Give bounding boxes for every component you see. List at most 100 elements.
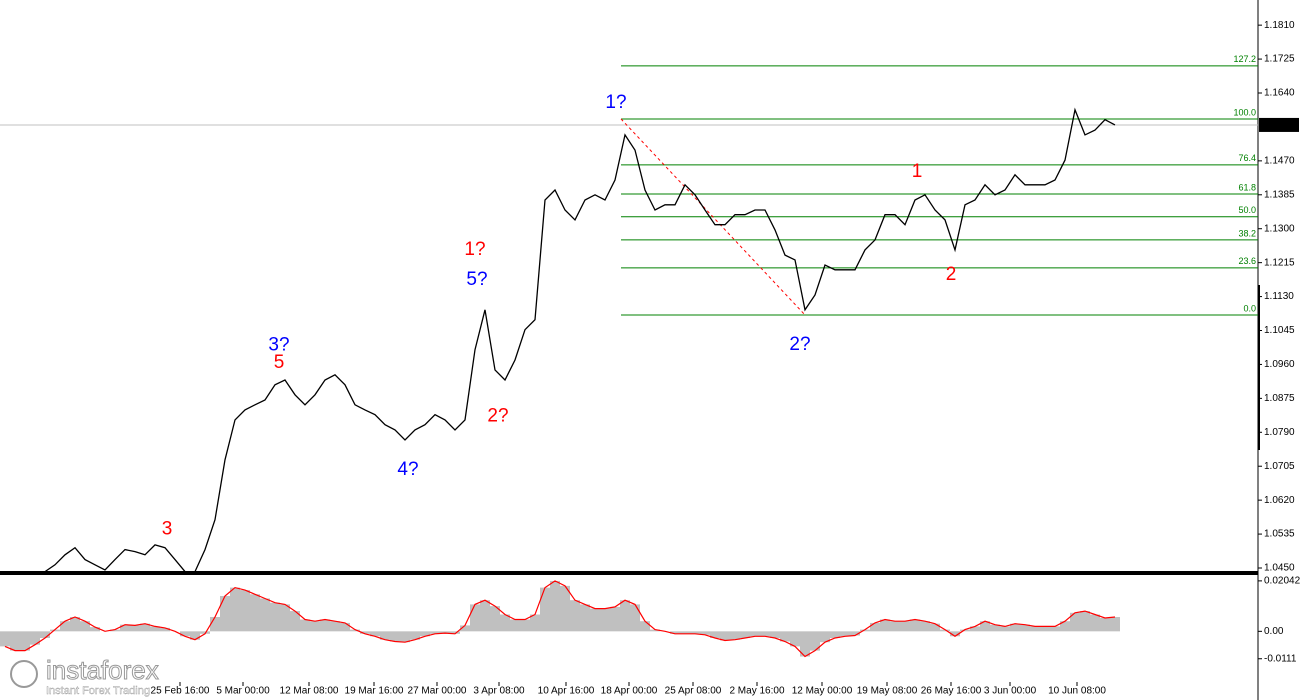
y-tick-label: 1.1300	[1264, 223, 1295, 234]
histogram-bar	[110, 629, 120, 632]
x-tick-label: 2 May 16:00	[729, 686, 784, 697]
histogram-bar	[220, 596, 230, 632]
histogram-bar	[800, 631, 810, 657]
watermark-tagline: Instant Forex Trading	[46, 685, 150, 697]
wave-label: 2?	[789, 334, 810, 355]
histogram-bar	[240, 590, 250, 632]
current-price-box	[1259, 117, 1299, 132]
histogram-bar	[60, 621, 70, 632]
histogram-bar	[1060, 621, 1070, 632]
histogram-bar	[560, 585, 570, 632]
histogram-bar	[900, 621, 910, 632]
histogram-bar	[20, 631, 30, 651]
histogram-bar	[980, 621, 990, 632]
histogram-bar	[50, 629, 60, 632]
histogram-bar	[160, 627, 170, 632]
wave-label: 2	[946, 264, 957, 285]
x-tick-label: 10 Apr 16:00	[538, 686, 595, 697]
histogram-bar	[310, 621, 320, 632]
histogram-bar	[930, 623, 940, 632]
histogram-bar	[1070, 612, 1080, 632]
histogram-bar	[150, 626, 160, 632]
wave-label: 5	[274, 352, 285, 373]
histogram-bar	[540, 587, 550, 632]
histogram-bar	[280, 604, 290, 632]
histogram-bar	[790, 631, 800, 647]
y-tick-label: 1.1045	[1264, 325, 1295, 336]
histogram-bar	[650, 629, 660, 632]
histogram-bar	[590, 608, 600, 632]
fib-label: 23.6	[1238, 256, 1256, 266]
histogram-bar	[530, 614, 540, 632]
histogram-bar	[350, 629, 360, 632]
fib-label: 61.8	[1238, 182, 1256, 192]
wave-label: 4?	[397, 459, 418, 480]
histogram-bar	[190, 631, 200, 640]
histogram-bar	[640, 621, 650, 632]
fib-label: 0.0	[1243, 303, 1256, 313]
fib-label: 100.0	[1233, 107, 1256, 117]
trendline	[620, 118, 806, 316]
histogram-bar	[860, 629, 870, 632]
y-tick-label: 1.1215	[1264, 257, 1295, 268]
histogram-bar	[940, 629, 950, 632]
wave-label: 1	[912, 161, 923, 182]
histogram-bar	[680, 631, 690, 634]
watermark-name: instaforex	[46, 655, 159, 685]
histogram-bar	[670, 631, 680, 634]
histogram-bar	[470, 604, 480, 632]
y-tick-label: 1.1470	[1264, 156, 1295, 167]
y-tick-label: 1.0620	[1264, 495, 1295, 506]
fib-label: 127.2	[1233, 54, 1256, 64]
histogram-bar	[870, 622, 880, 632]
histogram-bar	[620, 600, 630, 632]
histogram-bar	[500, 614, 510, 632]
histogram-bar	[1080, 611, 1090, 632]
histogram-bar	[230, 587, 240, 632]
histogram-bar	[370, 631, 380, 637]
histogram-bar	[120, 624, 130, 632]
histogram-bar	[830, 631, 840, 638]
fib-label: 76.4	[1238, 153, 1256, 163]
histogram-bar	[1050, 626, 1060, 632]
histogram-bar	[360, 631, 370, 634]
x-tick-label: 5 Mar 00:00	[216, 686, 270, 697]
x-tick-label: 3 Apr 08:00	[473, 686, 525, 697]
histogram-bar	[550, 580, 560, 632]
y-tick-label: 1.0960	[1264, 359, 1295, 370]
histogram-bar	[70, 617, 80, 632]
histogram-bar	[760, 631, 770, 637]
y-tick-label: 1.1640	[1264, 88, 1295, 99]
histogram-bar	[990, 624, 1000, 632]
histogram-bar	[140, 623, 150, 632]
histogram-bar	[130, 625, 140, 632]
histogram-bar	[600, 608, 610, 632]
x-tick-label: 12 May 00:00	[792, 686, 853, 697]
x-tick-label: 12 Mar 08:00	[280, 686, 339, 697]
x-tick-label: 10 Jun 08:00	[1048, 686, 1106, 697]
histogram-bar	[700, 631, 710, 635]
x-tick-label: 18 Apr 00:00	[601, 686, 658, 697]
wave-label: 5?	[466, 269, 487, 290]
histogram-bar	[690, 631, 700, 634]
y-tick-label: 0.00	[1264, 626, 1284, 637]
x-tick-label: 26 May 16:00	[921, 686, 982, 697]
y-tick-label: 1.1810	[1264, 20, 1295, 31]
histogram-bar	[180, 631, 190, 637]
wave-label: 3?	[268, 335, 289, 356]
histogram-bar	[10, 631, 20, 651]
histogram-bar	[850, 631, 860, 636]
histogram-bar	[630, 604, 640, 632]
histogram-bar	[960, 629, 970, 632]
y-tick-label: 1.0790	[1264, 427, 1295, 438]
histogram-bar	[400, 631, 410, 643]
y-tick-label: -0.0111	[1264, 653, 1297, 664]
histogram-bar	[1030, 626, 1040, 632]
histogram-bar	[490, 606, 500, 632]
histogram-bar	[1110, 617, 1120, 632]
histogram-bar	[510, 619, 520, 632]
histogram-bar	[430, 631, 440, 634]
wave-label: 3	[162, 519, 173, 540]
